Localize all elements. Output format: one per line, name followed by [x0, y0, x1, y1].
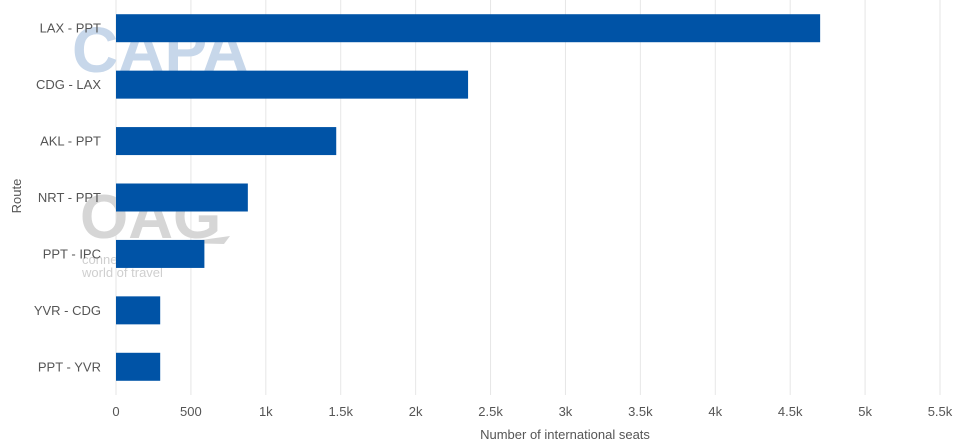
x-tick-label: 3.5k	[628, 404, 653, 419]
oag-subline-1: conne	[82, 252, 117, 267]
x-tick-label: 5.5k	[928, 404, 953, 419]
category-labels: LAX - PPT CDG - LAX AKL - PPT NRT - PPT PPT …	[34, 21, 101, 375]
x-tick-label: 3k	[559, 404, 573, 419]
bar[interactable]	[116, 183, 248, 212]
category-label: CDG - LAX	[36, 77, 101, 92]
category-label: PPT - IPC	[43, 246, 101, 261]
bar[interactable]	[116, 239, 205, 268]
x-tick-label: 5k	[858, 404, 872, 419]
bar[interactable]	[116, 14, 821, 43]
category-label: PPT - YVR	[38, 359, 101, 374]
y-axis-title: Route	[9, 179, 24, 214]
x-tick-label: 4.5k	[778, 404, 803, 419]
bar[interactable]	[116, 352, 161, 381]
x-tick-labels: 0 500 1k 1.5k 2k 2.5k 3k 3.5k 4k 4.5k 5k 5.5k	[112, 404, 952, 419]
category-label: YVR - CDG	[34, 303, 101, 318]
bar[interactable]	[116, 70, 469, 99]
x-axis-title: Number of international seats	[480, 427, 650, 442]
grid-lines	[115, 0, 941, 395]
bars	[116, 14, 821, 381]
x-tick-label: 2k	[409, 404, 423, 419]
bar[interactable]	[116, 127, 337, 156]
x-tick-label: 500	[180, 404, 202, 419]
x-tick-label: 1k	[259, 404, 273, 419]
category-label: LAX - PPT	[40, 21, 101, 36]
x-tick-label: 0	[112, 404, 119, 419]
x-tick-label: 2.5k	[478, 404, 503, 419]
category-label: AKL - PPT	[40, 134, 101, 149]
category-label: NRT - PPT	[38, 190, 101, 205]
bar[interactable]	[116, 296, 161, 325]
oag-subline-2: world of travel	[81, 265, 163, 280]
x-tick-label: 1.5k	[328, 404, 353, 419]
x-tick-label: 4k	[708, 404, 722, 419]
